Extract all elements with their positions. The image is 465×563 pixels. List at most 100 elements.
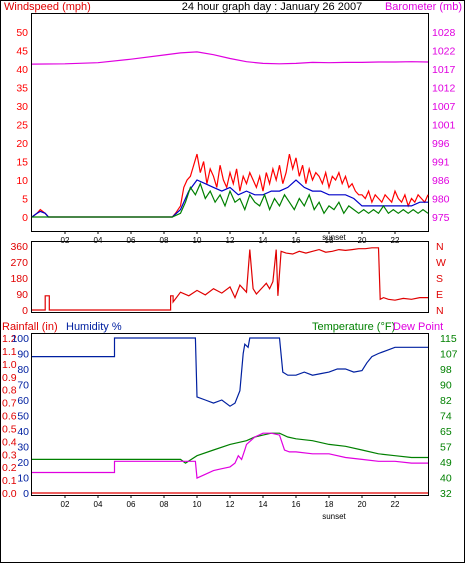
- baro-y-tick: 1022: [432, 46, 456, 58]
- humidity-y-tick: 50: [17, 411, 29, 423]
- rain-y-tick: 0.8: [2, 385, 17, 397]
- x-tick-label: 16: [292, 236, 301, 245]
- temp-y-tick: 57: [440, 442, 452, 454]
- wind-y-tick: 25: [16, 120, 28, 132]
- baro-y-tick: 991: [432, 157, 450, 169]
- series-baro-line: [31, 51, 429, 65]
- rain-y-tick: 0.3: [2, 449, 17, 461]
- compass-label: W: [436, 257, 446, 269]
- x-tick-label: 12: [226, 500, 235, 509]
- humidity-y-tick: 20: [17, 457, 29, 469]
- temperature-axis-label: Temperature (°F): [312, 321, 395, 333]
- rain-y-tick: 0.7: [2, 398, 17, 410]
- rain-y-tick: 0.9: [2, 372, 17, 384]
- dir-y-tick: 270: [10, 257, 28, 269]
- windspeed-axis-label: Windspeed (mph): [4, 1, 91, 13]
- x-tick-label: 14: [259, 236, 268, 245]
- rain-y-tick: 0.1: [2, 475, 17, 487]
- x-tick-label: 20: [358, 236, 367, 245]
- x-tick-label: 22: [391, 236, 400, 245]
- baro-y-tick: 1007: [432, 101, 456, 113]
- humidity-y-tick: 60: [17, 395, 29, 407]
- sunset-label: sunset: [322, 233, 346, 242]
- temp-panel-ticks: 0.00.10.20.30.40.50.60.70.80.91.01.11.2 0…: [2, 333, 458, 509]
- compass-label: N: [436, 305, 444, 317]
- dir-y-tick: 90: [16, 289, 28, 301]
- humidity-y-tick: 30: [17, 442, 29, 454]
- x-tick-label: 14: [259, 500, 268, 509]
- x-tick-label: 18: [325, 236, 334, 245]
- temp-y-tick: 115: [440, 333, 457, 345]
- x-tick-label: 06: [127, 500, 136, 509]
- x-tick-label: 20: [358, 500, 367, 509]
- rain-y-tick: 1.1: [2, 346, 17, 358]
- temp-y-tick: 49: [440, 457, 452, 469]
- humidity-y-tick: 90: [17, 349, 29, 361]
- wind-panel-ticks: 0 5 10 15 20 25 30 35 40 45 50 975 980 986 991 996 1001 1…: [16, 27, 455, 245]
- dir-y-tick: 0: [22, 305, 28, 317]
- baro-y-tick: 996: [432, 138, 450, 150]
- series-gust_alt-line: [32, 182, 429, 218]
- temp-y-tick: 74: [440, 411, 452, 423]
- rain-y-tick: 0.6: [2, 411, 17, 423]
- compass-label: E: [436, 289, 443, 301]
- x-tick-label: 18: [325, 500, 334, 509]
- baro-y-tick: 1001: [432, 120, 456, 132]
- wind-y-tick: 40: [16, 64, 28, 76]
- rainfall-axis-label: Rainfall (in): [2, 321, 58, 333]
- rain-y-tick: 0.5: [2, 423, 17, 435]
- chart-title: 24 hour graph day : January 26 2007: [182, 1, 362, 13]
- series-wind_avg-line: [31, 179, 428, 218]
- x-tick-label: 12: [226, 236, 235, 245]
- wind-y-tick: 15: [16, 157, 28, 169]
- dir-y-tick: 360: [10, 241, 28, 253]
- temp-y-tick: 107: [440, 349, 458, 361]
- x-tick-label: 10: [193, 500, 202, 509]
- x-tick-label: 04: [94, 236, 103, 245]
- baro-y-tick: 986: [432, 175, 450, 187]
- wind-y-tick: 30: [16, 101, 28, 113]
- rain-y-tick: 1.0: [2, 359, 17, 371]
- humidity-y-tick: 70: [17, 380, 29, 392]
- wind-panel-series: [31, 51, 429, 218]
- rain-y-tick: 0.4: [2, 436, 17, 448]
- temp-y-tick: 32: [440, 488, 452, 500]
- wind-y-tick: 50: [16, 27, 28, 39]
- x-tick-label: 16: [292, 500, 301, 509]
- x-tick-label: 06: [127, 236, 136, 245]
- baro-y-tick: 1017: [432, 64, 456, 76]
- barometer-axis-label: Barometer (mb): [385, 1, 462, 13]
- x-tick-label: 08: [160, 236, 169, 245]
- temp-y-tick: 82: [440, 395, 452, 407]
- series-wind-line: [31, 153, 429, 218]
- dir-y-tick: 180: [10, 273, 28, 285]
- wind-y-tick: 5: [22, 194, 28, 206]
- x-tick-label: 02: [61, 500, 70, 509]
- rain-y-tick: 0.0: [2, 488, 17, 500]
- baro-y-tick: 975: [432, 212, 450, 224]
- dewpoint-axis-label: Dew Point: [393, 321, 443, 333]
- direction-panel-frame: [31, 241, 429, 313]
- sunset-label-2: sunset: [322, 512, 346, 521]
- compass-label: N: [436, 241, 444, 253]
- wind-y-tick: 20: [16, 138, 28, 150]
- direction-panel-series: [32, 247, 428, 311]
- wind-y-tick: 10: [16, 175, 28, 187]
- x-tick-label: 10: [193, 236, 202, 245]
- x-tick-label: 04: [94, 500, 103, 509]
- x-tick-label: 08: [160, 500, 169, 509]
- series-temperature-line: [32, 432, 428, 464]
- humidity-y-tick: 80: [17, 364, 29, 376]
- baro-y-tick: 1012: [432, 83, 456, 95]
- x-tick-label: 02: [61, 236, 70, 245]
- humidity-y-tick: 100: [11, 333, 29, 345]
- humidity-axis-label: Humidity %: [66, 321, 122, 333]
- temp-y-tick: 90: [440, 380, 452, 392]
- humidity-y-tick: 40: [17, 426, 29, 438]
- rain-y-tick: 1.2: [2, 333, 17, 345]
- wind-y-tick: 0: [22, 212, 28, 224]
- temp-y-tick: 40: [440, 473, 452, 485]
- series-humidity-line: [32, 337, 428, 407]
